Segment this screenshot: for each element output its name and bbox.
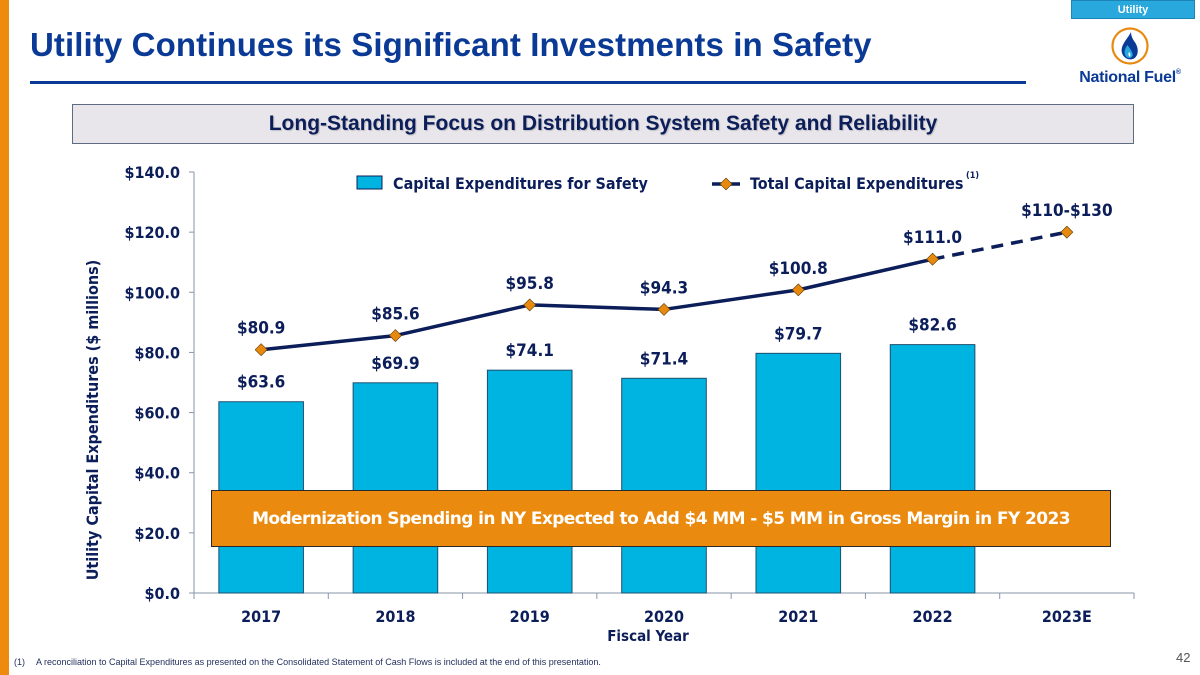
footnote-text: A reconciliation to Capital Expenditures…	[36, 657, 601, 667]
total-capex-marker	[523, 298, 537, 312]
x-tick-label: 2021	[778, 607, 818, 626]
callout-banner: Modernization Spending in NY Expected to…	[211, 490, 1111, 547]
total-capex-marker	[389, 329, 402, 343]
x-tick-label: 2023E	[1042, 607, 1092, 626]
total-capex-segment	[796, 257, 935, 292]
subtitle-banner: Long-Standing Focus on Distribution Syst…	[72, 104, 1134, 144]
legend-safety-label: Capital Expenditures for Safety	[393, 174, 649, 193]
section-tab: Utility	[1071, 0, 1195, 19]
total-capex-label: $100.8	[769, 259, 828, 279]
safety-bar	[755, 352, 842, 594]
total-capex-segment	[259, 333, 398, 352]
y-axis-title: Utility Capital Expenditures ($ millions…	[83, 260, 102, 581]
total-capex-marker	[1060, 225, 1074, 239]
total-capex-label: $111.0	[903, 228, 962, 248]
total-capex-label: $94.3	[640, 278, 688, 298]
total-capex-label: $80.9	[237, 319, 285, 339]
subtitle-text: Long-Standing Focus on Distribution Syst…	[268, 112, 938, 135]
total-capex-segment	[393, 303, 532, 338]
x-axis: 2017 2018 2019 2020 2021 2022 2023E	[193, 592, 1135, 626]
safety-bar-label: $74.1	[506, 341, 554, 361]
total-capex-marker	[791, 283, 805, 297]
y-tick-label: $40.0	[134, 464, 180, 483]
total-capex-segment	[527, 303, 666, 312]
safety-bar	[889, 344, 976, 594]
safety-bar-label: $79.7	[774, 324, 822, 344]
total-capex-projection-segment	[932, 230, 1068, 261]
safety-bar	[352, 382, 439, 594]
legend-diamond-marker	[719, 177, 733, 191]
y-tick-label: $120.0	[124, 223, 180, 242]
total-capex-label: $110-$130	[1021, 201, 1112, 221]
y-tick-label: $20.0	[134, 524, 180, 543]
page-number: 42	[1176, 650, 1191, 665]
flame-drop-icon	[1111, 27, 1149, 65]
y-tick-label: $80.0	[134, 343, 180, 362]
x-tick-label: 2020	[644, 607, 684, 626]
y-tick-label: $0.0	[144, 584, 180, 603]
total-capex-marker	[254, 343, 268, 357]
total-capex-label: $85.6	[371, 305, 419, 325]
company-logo: National Fuel®	[1072, 26, 1188, 92]
safety-bar	[486, 369, 573, 594]
x-tick-label: 2022	[913, 607, 953, 626]
x-axis-title: Fiscal Year	[607, 627, 689, 645]
safety-bar-label: $63.6	[237, 373, 285, 393]
legend-total-label: Total Capital Expenditures	[750, 174, 963, 193]
logo-wordmark: National Fuel®	[1079, 69, 1181, 86]
y-tick-label: $60.0	[134, 404, 180, 423]
total-capex-segment	[662, 288, 801, 312]
total-capex-marker	[657, 303, 671, 316]
y-tick-label: $100.0	[124, 283, 180, 302]
total-capex-labels: $80.9 $85.6 $95.8 $94.3 $100.8 $111.0 $110-$13…	[237, 201, 1113, 339]
legend-footnote-marker: (1)	[966, 171, 979, 181]
safety-bars	[218, 344, 976, 594]
x-tick-label: 2019	[510, 607, 550, 626]
callout-text: Modernization Spending in NY Expected to…	[252, 508, 1070, 529]
safety-bar-label: $69.9	[371, 354, 419, 374]
safety-bar-label: $82.6	[908, 316, 956, 336]
page-title: Utility Continues its Significant Invest…	[30, 26, 872, 63]
total-capex-label: $95.8	[506, 274, 554, 294]
legend-bar-swatch	[356, 175, 383, 190]
title-divider	[30, 81, 1026, 84]
safety-bar-labels: $63.6 $69.9 $74.1 $71.4 $79.7 $82.6	[237, 316, 957, 393]
x-tick-label: 2017	[241, 607, 281, 626]
total-capex-line	[254, 225, 1074, 357]
footnote-marker: (1)	[14, 657, 25, 667]
accent-bar	[0, 0, 9, 675]
footnote: (1) A reconciliation to Capital Expenditu…	[14, 657, 601, 667]
legend: Capital Expenditures for Safety Total Ca…	[356, 171, 979, 193]
total-capex-marker	[926, 252, 939, 266]
safety-bar	[621, 377, 707, 594]
y-axis: $0.0 $20.0 $40.0 $60.0 $80.0 $100.0 $120.0 $140…	[124, 163, 195, 603]
y-tick-label: $140.0	[124, 163, 180, 182]
x-tick-label: 2018	[375, 607, 415, 626]
safety-bar-label: $71.4	[640, 349, 688, 369]
